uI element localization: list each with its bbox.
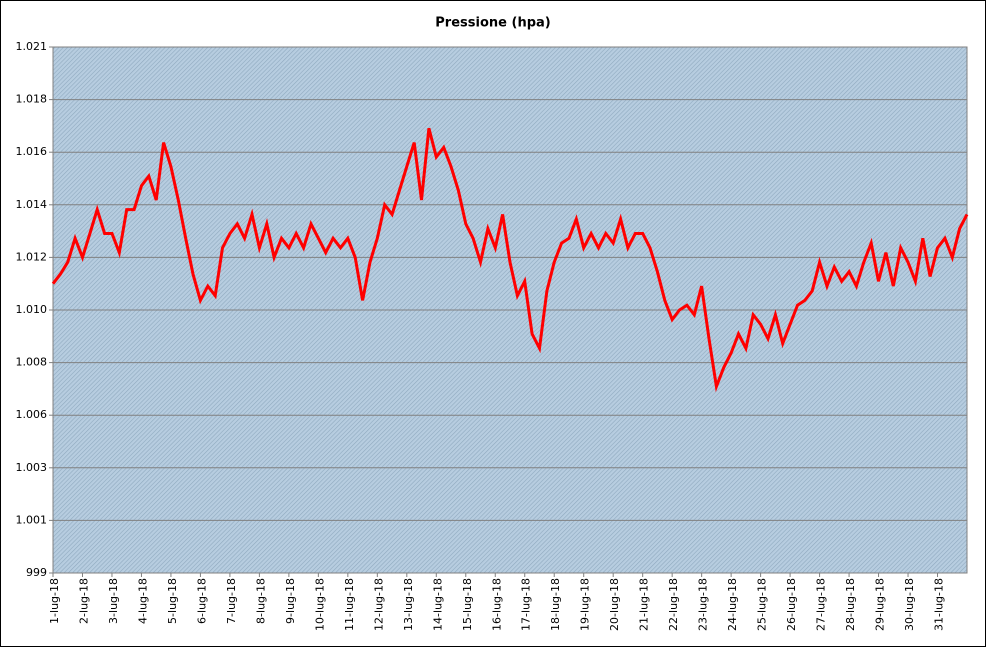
y-tick-label: 1.010 [16,303,48,316]
x-tick-label: 11-lug-18 [343,578,356,631]
x-tick-label: 17-lug-18 [520,578,533,631]
x-tick-label: 20-lug-18 [608,578,621,631]
x-tick-label: 22-lug-18 [667,578,680,631]
x-tick-label: 31-lug-18 [933,578,946,631]
y-tick-label: 1.001 [16,513,48,526]
y-tick-label: 1.006 [16,408,48,421]
x-tick-label: 9-lug-18 [284,578,297,624]
x-tick-label: 15-lug-18 [461,578,474,631]
x-tick-label: 4-lug-18 [136,578,149,624]
x-tick-label: 27-lug-18 [815,578,828,631]
x-tick-label: 16-lug-18 [490,578,503,631]
x-tick-label: 24-lug-18 [726,578,739,631]
x-tick-label: 3-lug-18 [107,578,120,624]
x-tick-label: 21-lug-18 [638,578,651,631]
y-tick-label: 1.016 [16,145,48,158]
y-tick-label: 1.008 [16,356,48,369]
x-tick-label: 28-lug-18 [844,578,857,631]
x-tick-label: 23-lug-18 [697,578,710,631]
x-tick-label: 26-lug-18 [785,578,798,631]
y-tick-label: 999 [26,566,47,579]
x-tick-label: 6-lug-18 [195,578,208,624]
x-tick-label: 19-lug-18 [579,578,592,631]
y-tick-label: 1.014 [16,198,48,211]
y-tick-label: 1.012 [16,250,48,263]
x-tick-label: 30-lug-18 [903,578,916,631]
chart-title: Pressione (hpa) [435,16,550,31]
x-tick-label: 8-lug-18 [254,578,267,624]
x-tick-label: 1-lug-18 [48,578,61,624]
x-tick-label: 2-lug-18 [77,578,90,624]
y-tick-label: 1.021 [16,40,48,53]
x-tick-label: 25-lug-18 [756,578,769,631]
x-tick-label: 5-lug-18 [166,578,179,624]
x-tick-label: 10-lug-18 [313,578,326,631]
y-tick-label: 1.018 [16,93,48,106]
data-line [51,127,969,393]
x-tick-label: 13-lug-18 [402,578,415,631]
x-tick-label: 14-lug-18 [431,578,444,631]
x-tick-label: 7-lug-18 [225,578,238,624]
x-tick-label: 29-lug-18 [874,578,887,631]
x-tick-label: 12-lug-18 [372,578,385,631]
x-tick-label: 18-lug-18 [549,578,562,631]
y-tick-label: 1.003 [16,461,48,474]
